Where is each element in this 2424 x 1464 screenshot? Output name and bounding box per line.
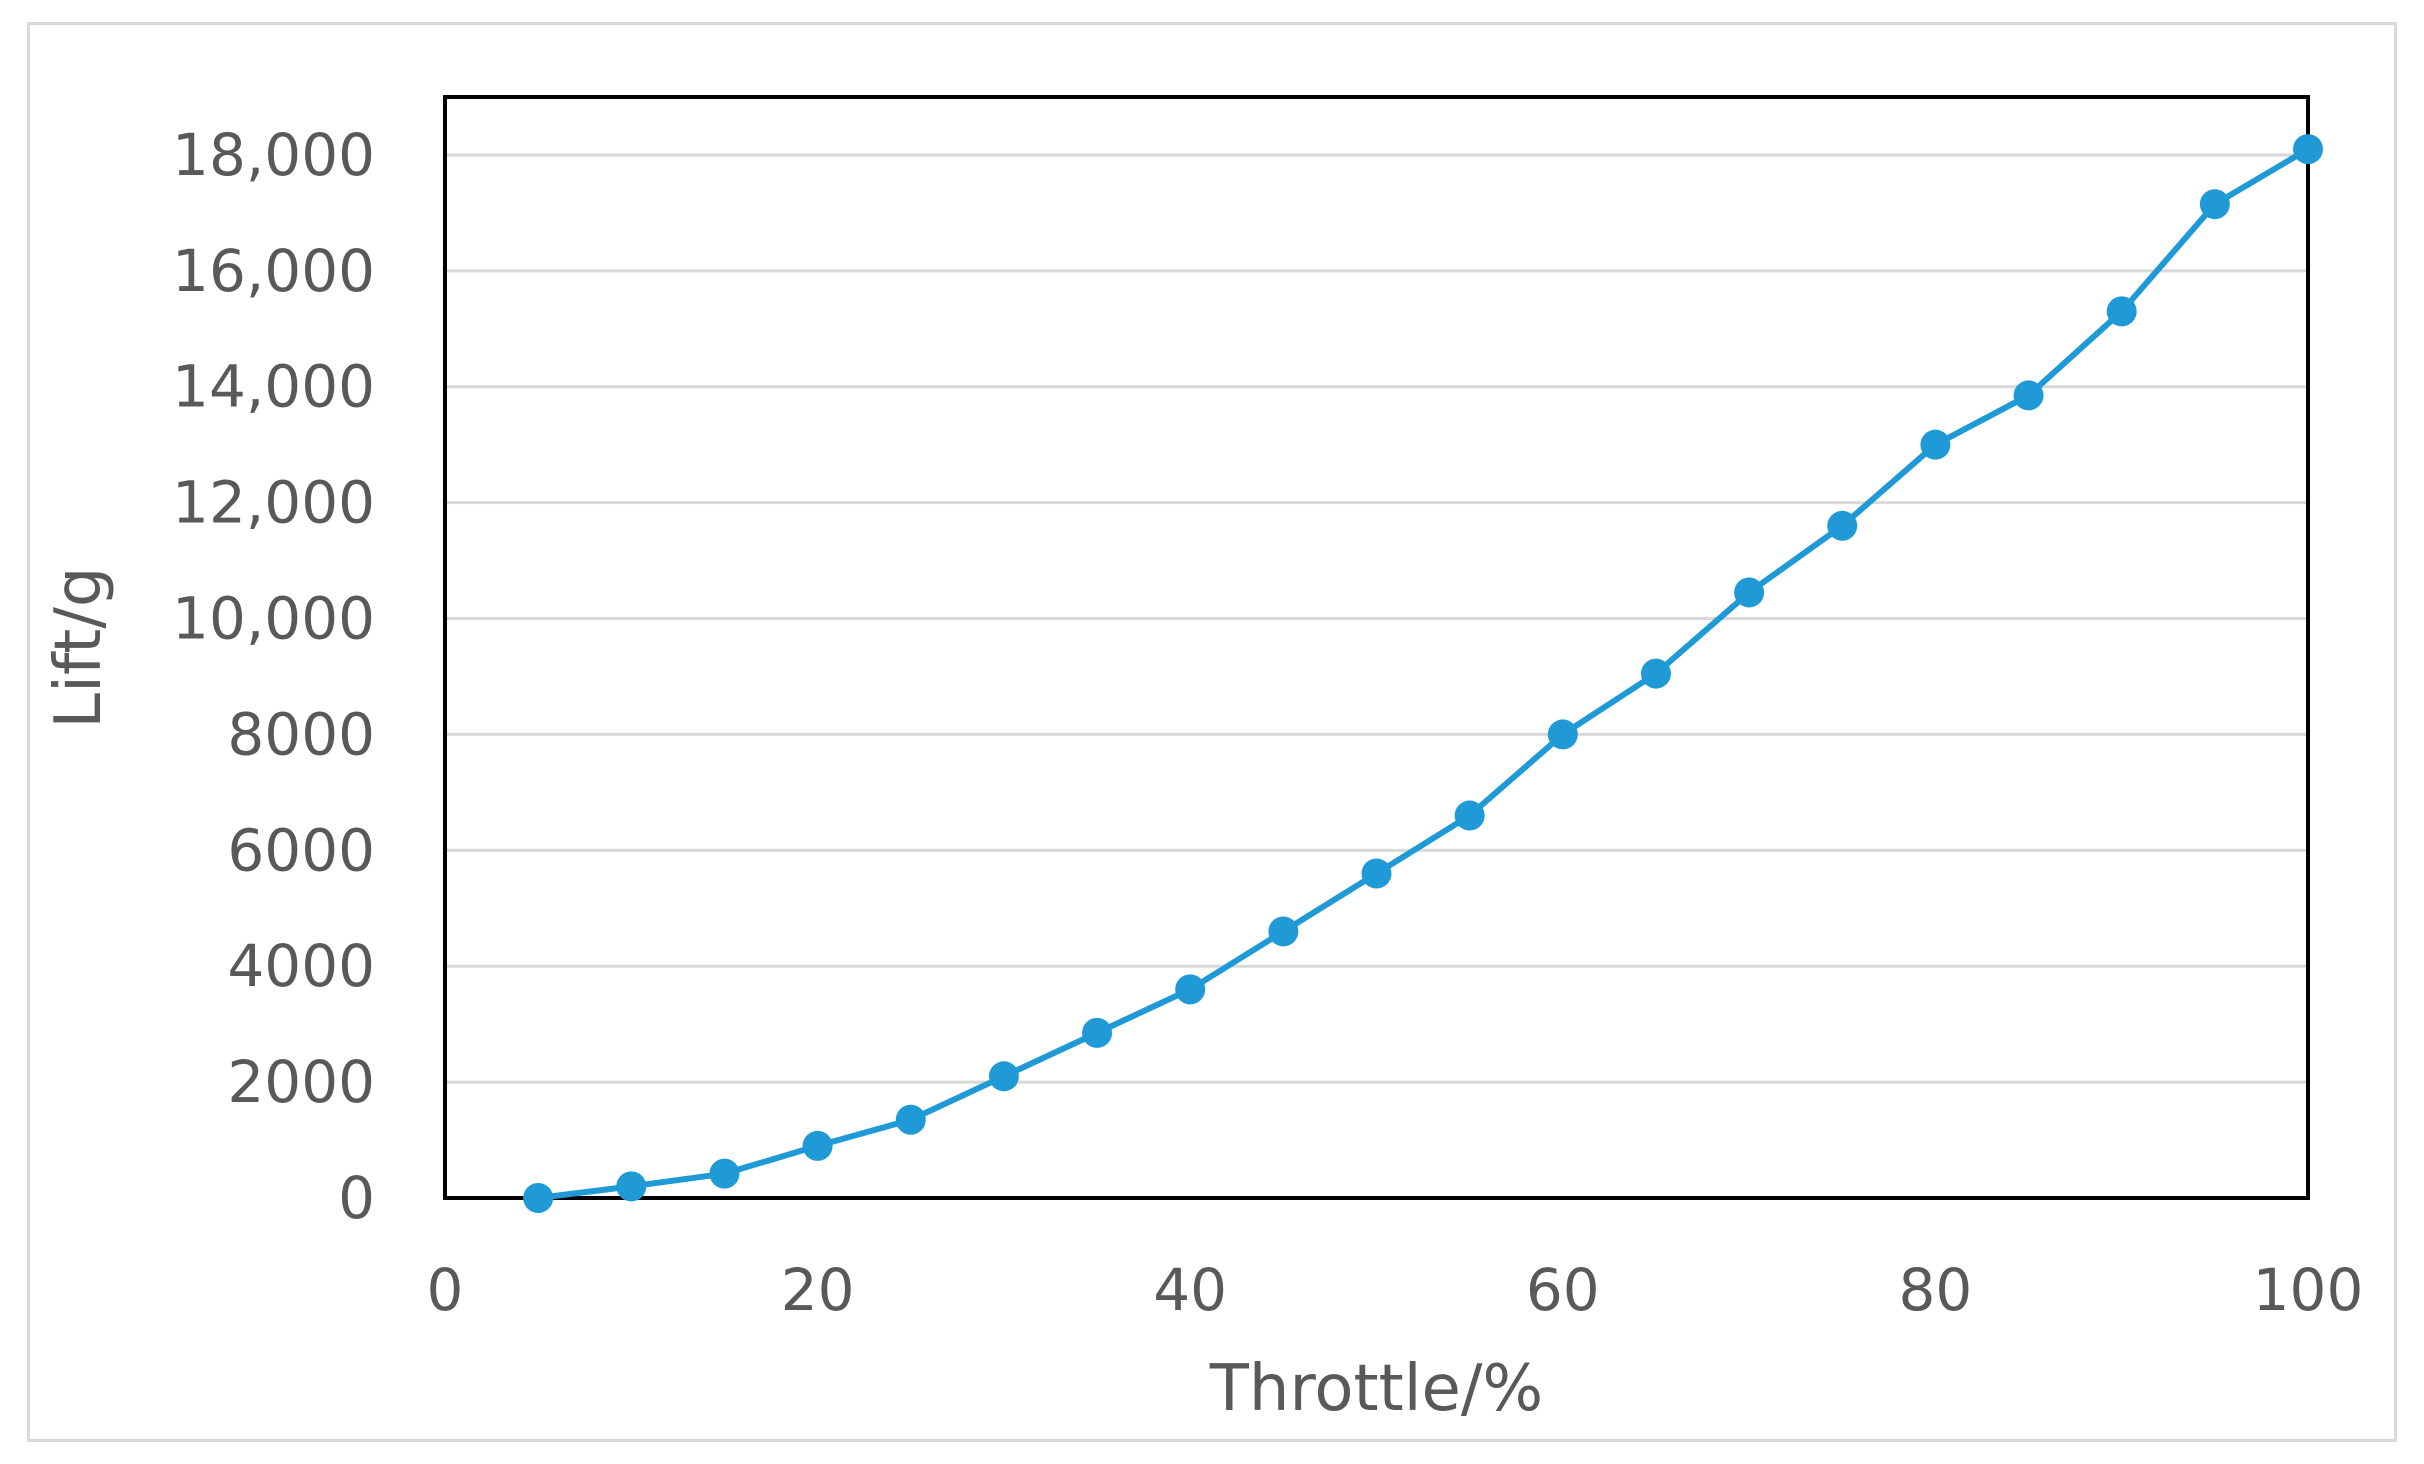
y-tick-label: 12,000 xyxy=(172,469,375,537)
y-axis-title: Lift/g xyxy=(42,566,116,728)
data-point xyxy=(2293,134,2323,165)
x-axis-title: Throttle/% xyxy=(1209,1352,1543,1426)
y-tick-label: 6000 xyxy=(227,816,375,884)
y-tick-label: 14,000 xyxy=(172,353,375,421)
data-point xyxy=(616,1171,647,1202)
data-point xyxy=(709,1158,740,1189)
y-tick-label: 10,000 xyxy=(172,585,375,653)
data-point xyxy=(1920,429,1951,460)
y-tick-label: 18,000 xyxy=(172,121,375,189)
chart-svg: 0 2000 4000 6000 8000 10,000 12,000 14,000 16,00… xyxy=(42,95,2364,1426)
data-point xyxy=(1268,916,1299,947)
x-tick-label: 40 xyxy=(1153,1256,1227,1324)
chart-frame: 0 2000 4000 6000 8000 10,000 12,000 14,000 16,00… xyxy=(27,22,2397,1442)
plot-area xyxy=(443,95,2310,1200)
data-point xyxy=(2013,380,2044,411)
data-point xyxy=(988,1061,1019,1092)
y-tick-label: 2000 xyxy=(227,1048,375,1116)
data-point xyxy=(1361,858,1392,889)
x-tick-label: 80 xyxy=(1898,1256,1972,1324)
data-point xyxy=(2199,189,2230,220)
x-tick-label: 0 xyxy=(427,1256,464,1324)
data-point xyxy=(1082,1017,1113,1048)
data-point xyxy=(895,1104,926,1135)
y-axis-tick-labels: 0 2000 4000 6000 8000 10,000 12,000 14,000 16,00… xyxy=(172,121,375,1232)
data-point xyxy=(523,1183,554,1213)
x-axis-tick-labels: 0 20 40 60 80 100 xyxy=(427,1256,2364,1324)
x-tick-label: 60 xyxy=(1526,1256,1600,1324)
y-tick-label: 16,000 xyxy=(172,237,375,305)
data-point xyxy=(1547,719,1578,750)
data-point xyxy=(2106,296,2137,327)
data-point xyxy=(1454,800,1485,831)
x-tick-label: 20 xyxy=(781,1256,855,1324)
y-tick-label: 0 xyxy=(338,1164,375,1232)
series-layer xyxy=(523,134,2323,1213)
data-point xyxy=(1827,510,1858,541)
series-line xyxy=(537,146,2310,1201)
data-point xyxy=(1734,577,1765,608)
y-tick-label: 8000 xyxy=(227,700,375,768)
data-point xyxy=(1640,658,1671,689)
y-tick-label: 4000 xyxy=(227,932,375,1000)
x-tick-label: 100 xyxy=(2253,1256,2364,1324)
data-point xyxy=(1175,974,1206,1005)
data-point xyxy=(802,1130,833,1161)
gridlines xyxy=(445,153,2308,1084)
